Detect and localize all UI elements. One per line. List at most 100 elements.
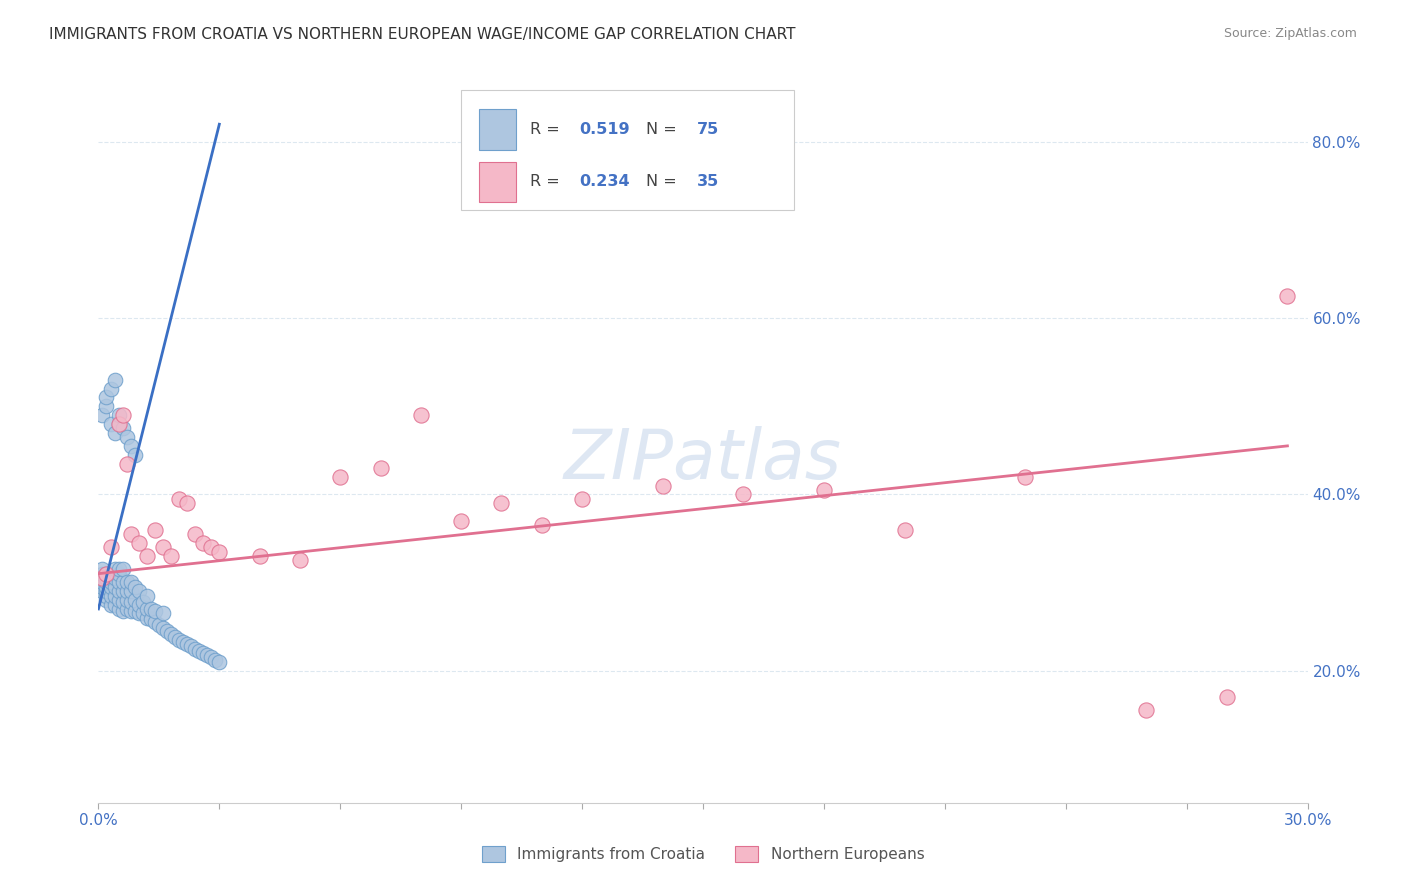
Point xyxy=(103,580,125,594)
Point xyxy=(200,650,222,665)
Point xyxy=(100,571,122,585)
Point xyxy=(100,382,122,396)
Legend: Immigrants from Croatia, Northern Europeans: Immigrants from Croatia, Northern Europe… xyxy=(475,840,931,868)
Point xyxy=(111,562,134,576)
Point xyxy=(120,527,142,541)
Point xyxy=(96,399,118,413)
Point xyxy=(96,589,118,603)
Point xyxy=(124,448,146,462)
Point xyxy=(450,514,472,528)
Point xyxy=(180,639,202,653)
Point xyxy=(139,602,162,616)
Point xyxy=(111,421,134,435)
Point xyxy=(103,425,125,440)
Point xyxy=(111,408,134,422)
Point xyxy=(91,562,114,576)
Text: R =: R = xyxy=(530,122,565,137)
Text: ZIPatlas: ZIPatlas xyxy=(564,425,842,492)
Point xyxy=(167,632,190,647)
Point xyxy=(120,584,142,599)
Point xyxy=(571,491,593,506)
Point xyxy=(1277,289,1299,303)
Point xyxy=(103,373,125,387)
Point xyxy=(115,457,138,471)
Point xyxy=(132,607,155,621)
Point xyxy=(107,566,129,581)
Point xyxy=(120,595,142,609)
Point xyxy=(100,598,122,612)
Point xyxy=(329,469,352,483)
Point xyxy=(139,613,162,627)
Point xyxy=(208,655,231,669)
Point xyxy=(115,575,138,590)
Text: N =: N = xyxy=(647,174,682,189)
Point xyxy=(107,602,129,616)
Point xyxy=(135,602,157,616)
Text: Source: ZipAtlas.com: Source: ZipAtlas.com xyxy=(1223,27,1357,40)
Point xyxy=(135,549,157,563)
Point xyxy=(370,461,392,475)
Point xyxy=(195,648,218,662)
Point xyxy=(115,584,138,599)
Point xyxy=(651,478,673,492)
Point xyxy=(132,595,155,609)
Point xyxy=(184,641,207,656)
Point xyxy=(184,527,207,541)
Point xyxy=(208,544,231,558)
Point xyxy=(193,536,215,550)
Point xyxy=(91,408,114,422)
Point xyxy=(96,580,118,594)
Point xyxy=(200,540,222,554)
Point xyxy=(107,417,129,431)
Point xyxy=(111,595,134,609)
Point xyxy=(409,408,432,422)
Point xyxy=(160,549,183,563)
Bar xyxy=(479,110,516,150)
Point xyxy=(107,417,129,431)
Point xyxy=(103,589,125,603)
Point xyxy=(111,584,134,599)
Point xyxy=(249,549,271,563)
Point xyxy=(135,589,157,603)
Bar xyxy=(479,161,516,202)
Point xyxy=(1216,690,1239,704)
Point xyxy=(91,575,114,590)
Text: N =: N = xyxy=(647,122,682,137)
Text: R =: R = xyxy=(530,174,565,189)
Point xyxy=(128,584,150,599)
Point xyxy=(100,540,122,554)
Point xyxy=(156,624,179,638)
Point xyxy=(491,496,513,510)
Point xyxy=(733,487,755,501)
Point xyxy=(204,653,226,667)
Text: 0.519: 0.519 xyxy=(579,122,630,137)
Point xyxy=(152,621,174,635)
Point xyxy=(107,408,129,422)
Point xyxy=(193,646,215,660)
Point xyxy=(91,566,114,581)
Point xyxy=(813,483,835,497)
Point xyxy=(124,580,146,594)
Point xyxy=(96,566,118,581)
Point xyxy=(115,430,138,444)
Point xyxy=(143,604,166,618)
Text: 0.234: 0.234 xyxy=(579,174,630,189)
Text: 75: 75 xyxy=(697,122,720,137)
Point xyxy=(107,575,129,590)
Point xyxy=(124,604,146,618)
Point xyxy=(96,391,118,405)
Point xyxy=(176,496,198,510)
Point xyxy=(111,575,134,590)
Point xyxy=(100,566,122,581)
Point xyxy=(100,575,122,590)
Point xyxy=(115,593,138,607)
Point xyxy=(103,598,125,612)
Point xyxy=(100,580,122,594)
Point xyxy=(91,571,114,585)
Point xyxy=(188,644,211,658)
Text: 35: 35 xyxy=(697,174,720,189)
Point xyxy=(172,635,194,649)
Point xyxy=(103,562,125,576)
Point xyxy=(107,562,129,576)
Point xyxy=(135,611,157,625)
